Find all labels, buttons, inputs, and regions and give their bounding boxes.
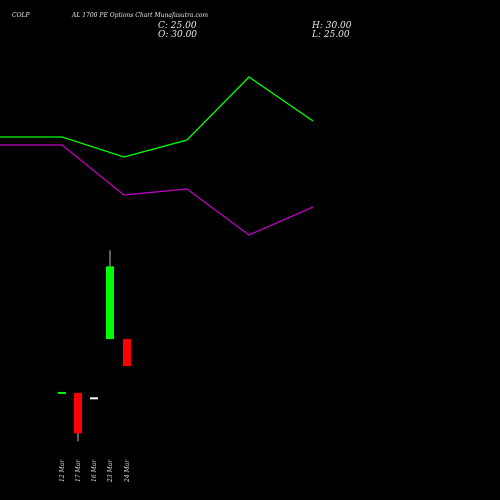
- candle-body-2: [74, 392, 82, 434]
- series-line-1: [0, 76, 314, 158]
- symbol-label: COLP: [12, 12, 30, 19]
- candle-body-1: [58, 391, 66, 394]
- close-value: C: 25.00: [158, 21, 197, 31]
- open-value: O: 30.00: [158, 30, 198, 40]
- chart-title: AL 1700 PE Options Chart Munafasutra.com: [72, 12, 209, 19]
- series-line-2: [0, 144, 314, 236]
- date-label-4: 23 Mar: [107, 459, 114, 483]
- date-label-2: 17 Mar: [75, 459, 82, 482]
- candle-body-4: [106, 266, 114, 340]
- date-label-5: 24 Mar: [124, 459, 131, 483]
- low-value: L: 25.00: [312, 30, 350, 40]
- candle-body-5: [123, 339, 131, 366]
- high-value: H: 30.00: [312, 21, 352, 31]
- date-label-1: 12 Mar: [59, 459, 66, 482]
- candle-body-3: [90, 397, 98, 400]
- date-label-3: 16 Mar: [91, 459, 98, 482]
